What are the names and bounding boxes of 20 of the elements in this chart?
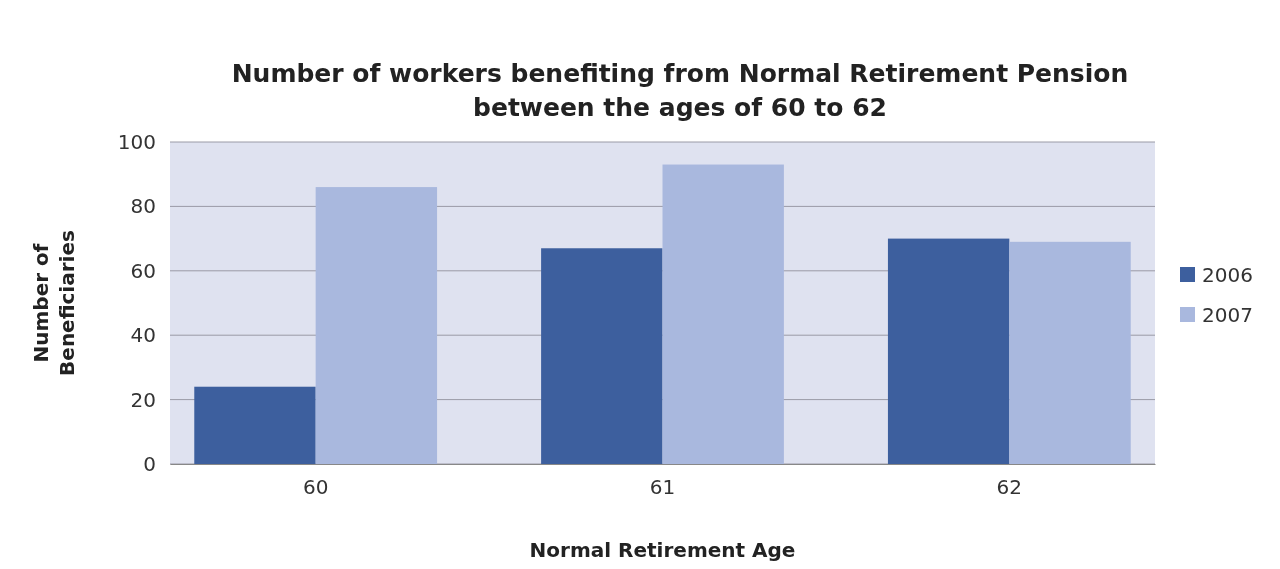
chart-title: Number of workers benefiting from Normal Retirement Pension between the ages of 60 to 62 xyxy=(231,59,1129,122)
y-axis-title: Number of Beneficiaries xyxy=(29,230,79,376)
y-tick-label: 40 xyxy=(130,323,156,348)
bar xyxy=(194,386,316,464)
y-tick-label: 100 xyxy=(117,129,156,154)
bar xyxy=(315,187,438,464)
legend-label: 2006 xyxy=(1202,263,1253,287)
y-tick-label: 80 xyxy=(130,194,156,219)
bar xyxy=(1009,241,1131,464)
y-tick-label: 0 xyxy=(143,451,156,476)
bar xyxy=(887,238,1010,464)
y-tick-label: 60 xyxy=(130,258,156,283)
x-axis-title: Normal Retirement Age xyxy=(529,538,796,562)
y-tick-label: 20 xyxy=(130,387,156,412)
bar xyxy=(541,248,663,464)
bar xyxy=(662,164,784,464)
x-tick-label: 62 xyxy=(996,475,1023,500)
legend-label: 2007 xyxy=(1202,303,1253,327)
x-tick-label: 61 xyxy=(649,475,676,500)
x-tick-label: 60 xyxy=(302,475,329,500)
